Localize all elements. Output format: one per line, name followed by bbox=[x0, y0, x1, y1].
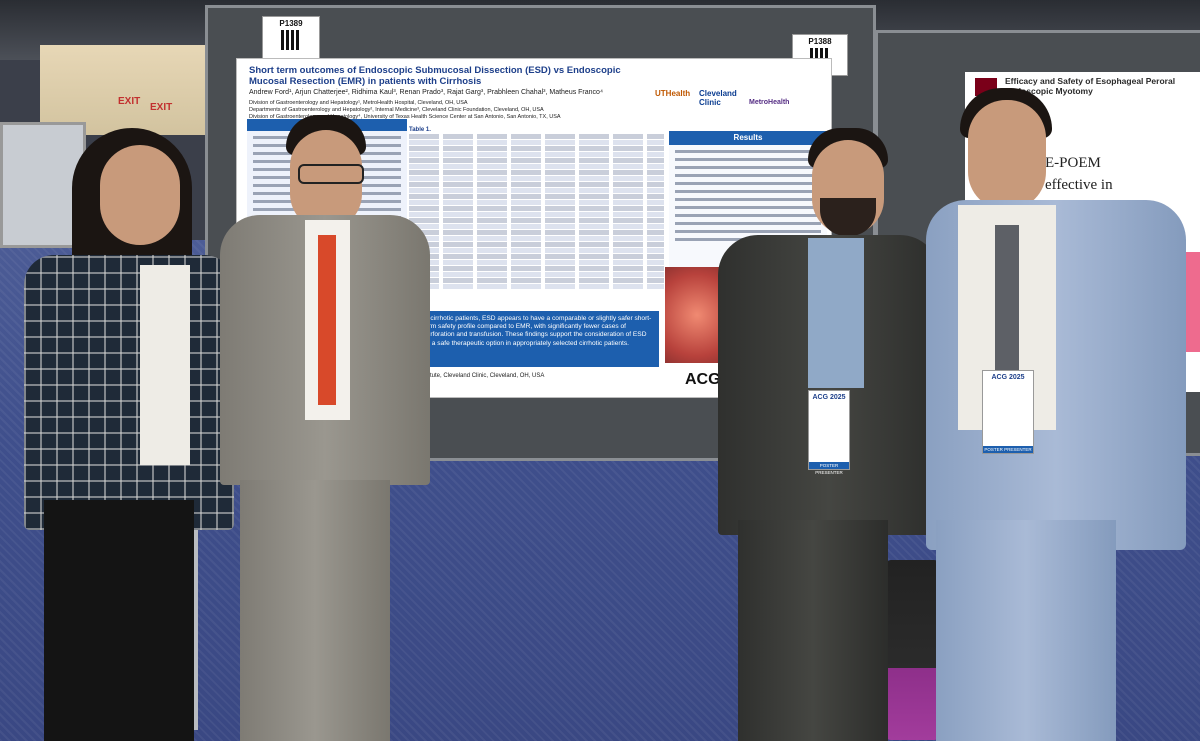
name-badge: ACG 2025 POSTER PRESENTER bbox=[808, 390, 850, 475]
poster-title: Short term outcomes of Endoscopic Submuc… bbox=[249, 65, 621, 87]
name-badge: ACG 2025 POSTER PRESENTER bbox=[982, 370, 1034, 454]
poster-right-title: Efficacy and Safety of Esophageal Perora… bbox=[1005, 76, 1176, 96]
results-header: Results bbox=[669, 131, 827, 145]
poster-conclusion: In cirrhotic patients, ESD appears to ha… bbox=[417, 311, 659, 367]
badge-role: POSTER PRESENTER bbox=[983, 446, 1033, 453]
poster-authors: Andrew Ford¹, Arjun Chatterjee², Ridhima… bbox=[249, 89, 603, 96]
poster-footer: Institute, Cleveland Clinic, Cleveland, … bbox=[419, 373, 545, 379]
poster-stand-leg bbox=[190, 500, 198, 730]
exit-sign: EXIT bbox=[118, 96, 141, 107]
ut-health-logo: UTHealth bbox=[655, 89, 691, 98]
rolling-bag bbox=[885, 560, 940, 740]
table-caption: Table 1. bbox=[409, 127, 431, 133]
hall-wall bbox=[40, 45, 220, 135]
metrohealth-logo: MetroHealth bbox=[749, 99, 790, 106]
affiliation-line: Division of Gastroenterology and Hepatol… bbox=[249, 100, 468, 106]
affiliation-line: Division of Gastroenterology and Hepatol… bbox=[249, 114, 561, 120]
badge-role: POSTER PRESENTER bbox=[809, 462, 849, 475]
board-number: P1388 bbox=[808, 37, 832, 46]
headline-line: effective in bbox=[1045, 177, 1113, 193]
exit-sign: EXIT bbox=[150, 102, 173, 113]
board-tag-left: P1389 bbox=[262, 16, 320, 60]
logo-line: Clinic bbox=[699, 98, 721, 107]
headline-line: E-POEM bbox=[1045, 155, 1101, 171]
badge-acg: ACG 2025 bbox=[812, 394, 846, 401]
affiliation-line: Departments of Gastroenterology and Hepa… bbox=[249, 107, 544, 113]
qr-code-icon bbox=[281, 30, 301, 50]
board-tag-right: P1388 bbox=[792, 34, 848, 76]
cleveland-clinic-logo: Cleveland Clinic bbox=[699, 89, 737, 107]
poster-data-table: Table 1. bbox=[409, 127, 664, 327]
logo-line: Cleveland bbox=[699, 89, 737, 98]
acg-logo: ACG bbox=[685, 371, 721, 388]
board-number: P1389 bbox=[279, 19, 303, 28]
badge-acg: ACG 2025 bbox=[991, 374, 1025, 381]
poster-affiliations: Division of Gastroenterology and Hepatol… bbox=[249, 100, 649, 121]
